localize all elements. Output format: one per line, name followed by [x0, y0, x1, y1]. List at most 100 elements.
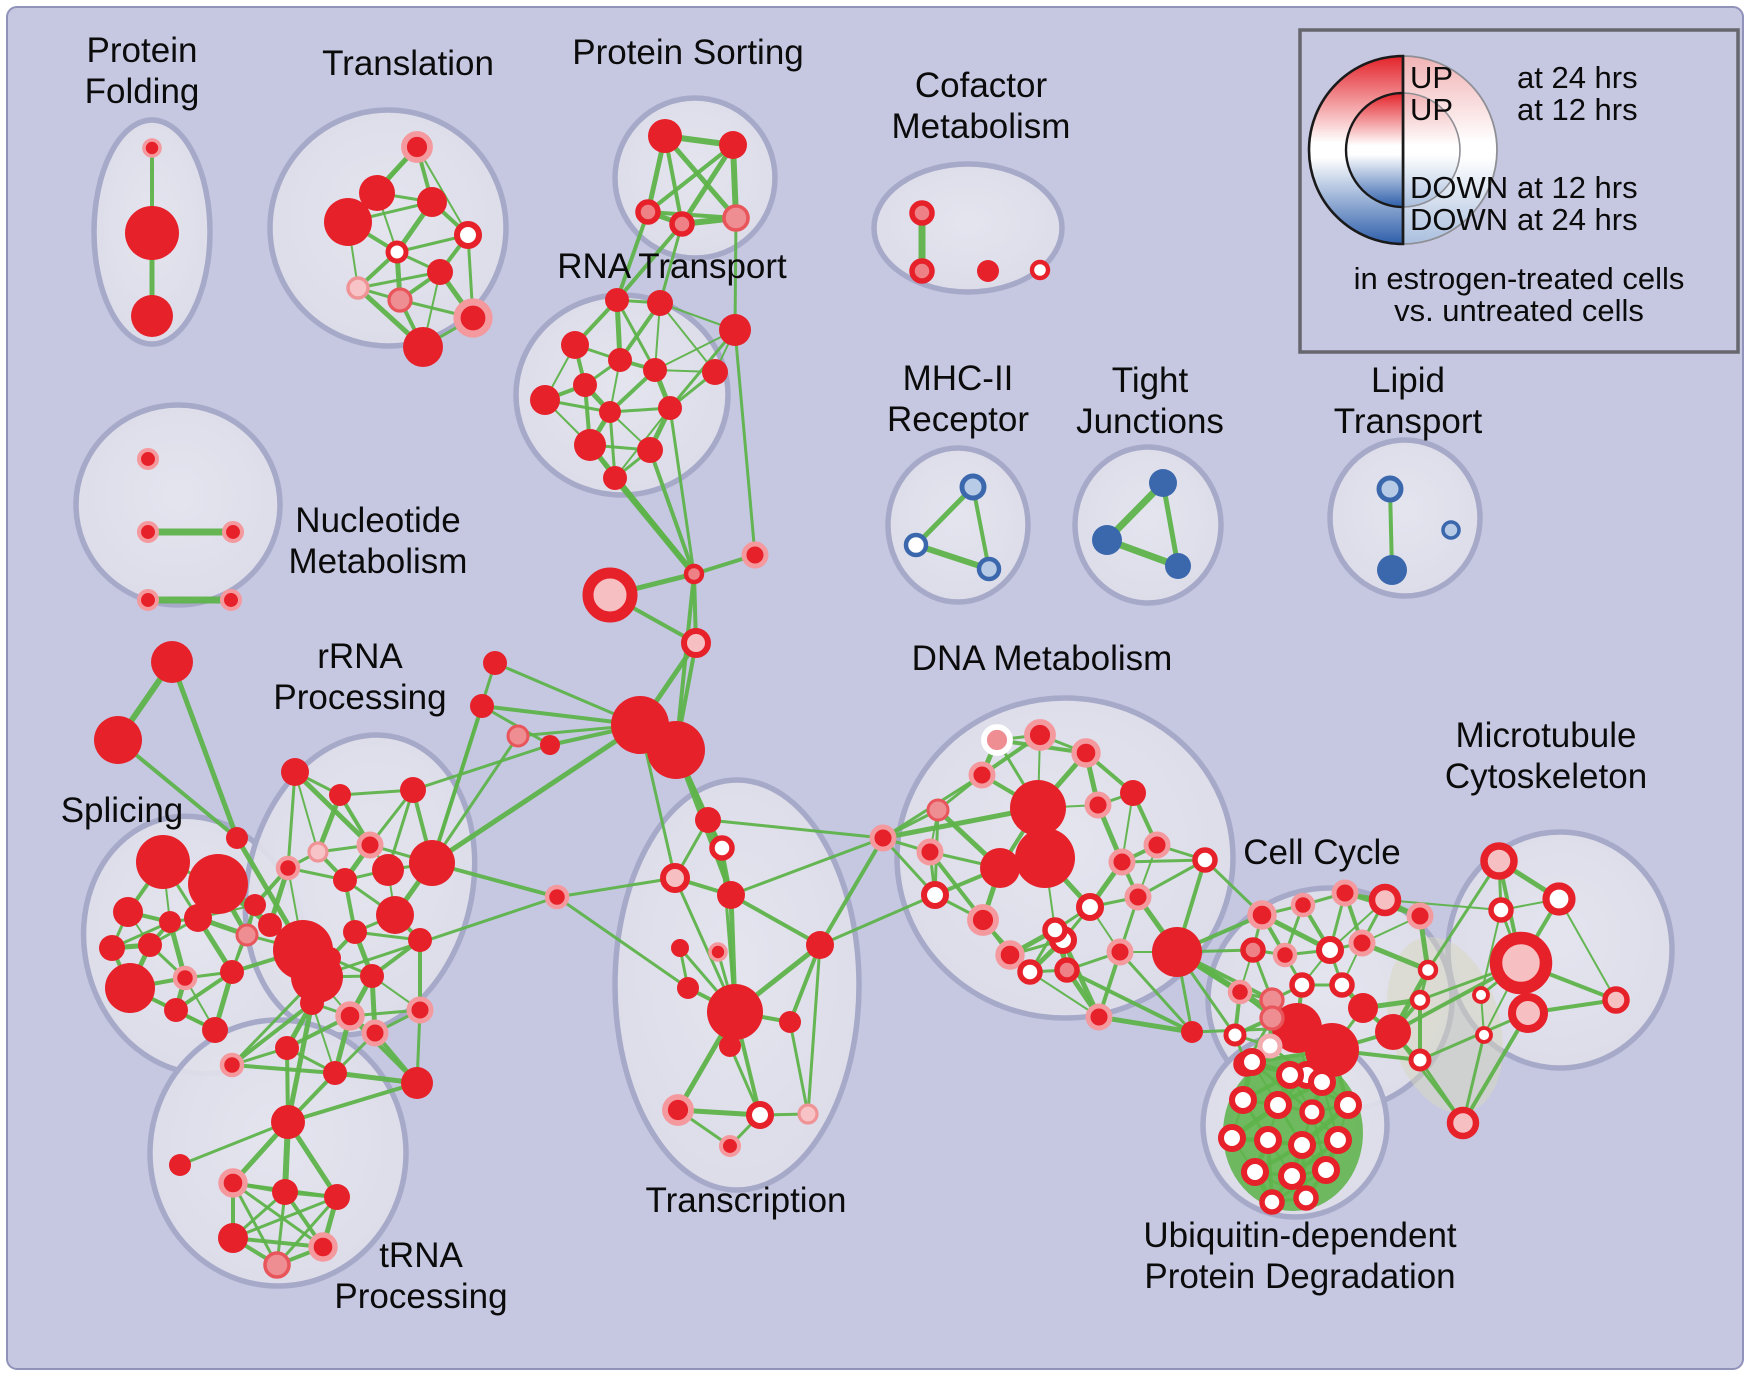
gene-node-rrna-11[interactable] — [376, 896, 414, 934]
gene-node-spl-3[interactable] — [99, 935, 125, 961]
gene-node-lt-1[interactable] — [1377, 555, 1407, 585]
gene-node-rt-2[interactable] — [561, 331, 589, 359]
gene-node-ub-7[interactable] — [1217, 1123, 1247, 1153]
gene-node-bb-10[interactable] — [483, 651, 507, 675]
gene-node-rt-3[interactable] — [608, 348, 632, 372]
gene-node-cc-12[interactable] — [1329, 972, 1355, 998]
gene-node-rt-13[interactable] — [719, 314, 751, 346]
gene-node-mhc-2[interactable] — [976, 556, 1002, 582]
gene-node-ps-1[interactable] — [719, 131, 747, 159]
gene-node-rrna-1[interactable] — [329, 784, 351, 806]
gene-node-dna-13[interactable] — [1075, 892, 1105, 922]
gene-node-tr-2[interactable] — [417, 187, 447, 217]
gene-node-bb-2[interactable] — [226, 827, 248, 849]
gene-node-trna-7[interactable] — [263, 1251, 291, 1279]
gene-node-tr-0[interactable] — [401, 131, 433, 163]
gene-node-rrna-6[interactable] — [333, 868, 357, 892]
gene-node-bb-3[interactable] — [683, 563, 705, 585]
gene-node-spl-6[interactable] — [138, 933, 162, 957]
gene-node-ub-2[interactable] — [1307, 1067, 1337, 1097]
gene-node-spl-0[interactable] — [136, 835, 190, 889]
gene-node-mt-0[interactable] — [1480, 842, 1518, 880]
gene-node-rt-10[interactable] — [574, 429, 606, 461]
gene-node-lt-2[interactable] — [1441, 520, 1461, 540]
gene-node-tr-1[interactable] — [359, 175, 395, 211]
gene-node-trx-12[interactable] — [662, 1094, 694, 1126]
gene-node-cm-2[interactable] — [977, 260, 999, 282]
gene-node-cc-19[interactable] — [1223, 1023, 1247, 1047]
gene-node-cc-11[interactable] — [1289, 972, 1315, 998]
gene-node-ub-0[interactable] — [1237, 1047, 1267, 1077]
gene-node-ub-13[interactable] — [1311, 1155, 1341, 1185]
gene-node-ub-10[interactable] — [1323, 1125, 1353, 1155]
gene-node-tr-10[interactable] — [403, 327, 443, 367]
gene-node-trx-8[interactable] — [677, 977, 699, 999]
gene-node-ps-3[interactable] — [669, 211, 695, 237]
gene-node-cc-5[interactable] — [1240, 937, 1266, 963]
gene-node-dna-24[interactable] — [1108, 848, 1136, 876]
gene-node-ps-2[interactable] — [635, 199, 661, 225]
gene-node-rrna-16[interactable] — [258, 913, 282, 937]
gene-node-tr-9[interactable] — [453, 298, 493, 338]
gene-node-cc-23[interactable] — [1417, 959, 1439, 981]
gene-node-trx-0[interactable] — [695, 807, 721, 833]
gene-node-ub-6[interactable] — [1333, 1090, 1363, 1120]
gene-node-rrna-21[interactable] — [323, 1061, 347, 1085]
gene-node-dna-16[interactable] — [1054, 957, 1080, 983]
gene-node-trna-0[interactable] — [271, 1105, 305, 1139]
gene-node-cc-0[interactable] — [1247, 900, 1277, 930]
gene-node-trx-11[interactable] — [719, 1035, 741, 1057]
gene-node-spl-13[interactable] — [244, 894, 266, 916]
gene-node-ub-14[interactable] — [1259, 1189, 1285, 1215]
gene-node-rt-4[interactable] — [573, 373, 597, 397]
gene-node-mt-7[interactable] — [1475, 1026, 1493, 1044]
gene-node-ps-4[interactable] — [722, 204, 750, 232]
gene-node-trx-6[interactable] — [708, 942, 728, 962]
gene-node-cc-6[interactable] — [1272, 942, 1298, 968]
gene-node-rrna-23[interactable] — [406, 996, 434, 1024]
gene-node-mt-4[interactable] — [1508, 993, 1548, 1033]
gene-node-dna-6[interactable] — [1015, 828, 1075, 888]
gene-node-rt-0[interactable] — [605, 288, 629, 312]
gene-node-cc-8[interactable] — [1348, 929, 1376, 957]
gene-node-rrna-2[interactable] — [400, 777, 426, 803]
gene-node-cm-3[interactable] — [1029, 259, 1051, 281]
gene-node-rrna-12[interactable] — [343, 920, 367, 944]
gene-node-spl-10[interactable] — [164, 998, 188, 1022]
gene-node-ub-8[interactable] — [1253, 1125, 1283, 1155]
gene-node-spl-8[interactable] — [220, 960, 244, 984]
gene-node-bb-12[interactable] — [506, 724, 530, 748]
gene-node-mt-1[interactable] — [1542, 882, 1576, 916]
gene-node-dna-19[interactable] — [1085, 1003, 1113, 1031]
gene-node-rt-6[interactable] — [530, 385, 560, 415]
gene-node-ub-5[interactable] — [1299, 1099, 1325, 1125]
gene-node-cc-24[interactable] — [1408, 1048, 1432, 1072]
gene-node-tr-5[interactable] — [385, 240, 409, 264]
gene-node-spl-12[interactable] — [235, 923, 259, 947]
gene-node-bb-11[interactable] — [470, 694, 494, 718]
gene-node-tr-4[interactable] — [453, 220, 483, 250]
gene-node-ub-3[interactable] — [1228, 1085, 1258, 1115]
gene-node-dna-14[interactable] — [1042, 917, 1068, 943]
gene-node-cc-15[interactable] — [1348, 993, 1378, 1023]
gene-node-cc-4[interactable] — [1406, 902, 1434, 930]
gene-node-mhc-0[interactable] — [959, 473, 987, 501]
gene-node-rt-7[interactable] — [599, 401, 621, 423]
gene-node-cc-14[interactable] — [1305, 1023, 1359, 1077]
gene-node-dna-17[interactable] — [1106, 938, 1134, 966]
gene-node-trna-2[interactable] — [218, 1168, 248, 1198]
gene-node-cc-3[interactable] — [1368, 883, 1402, 917]
gene-node-tr-7[interactable] — [346, 276, 370, 300]
gene-node-trx-5[interactable] — [671, 939, 689, 957]
gene-node-pf-1[interactable] — [125, 206, 179, 260]
gene-node-dna-1[interactable] — [1024, 719, 1056, 751]
gene-node-rrna-4[interactable] — [307, 841, 329, 863]
gene-node-rrna-19[interactable] — [219, 1052, 245, 1078]
gene-node-rrna-3[interactable] — [356, 831, 384, 859]
gene-node-ub-9[interactable] — [1287, 1130, 1317, 1160]
gene-node-rrna-5[interactable] — [275, 855, 301, 881]
gene-node-tr-8[interactable] — [387, 287, 413, 313]
gene-node-dna-5[interactable] — [1010, 780, 1066, 836]
gene-node-rt-9[interactable] — [702, 359, 728, 385]
gene-node-cc-7[interactable] — [1315, 935, 1345, 965]
